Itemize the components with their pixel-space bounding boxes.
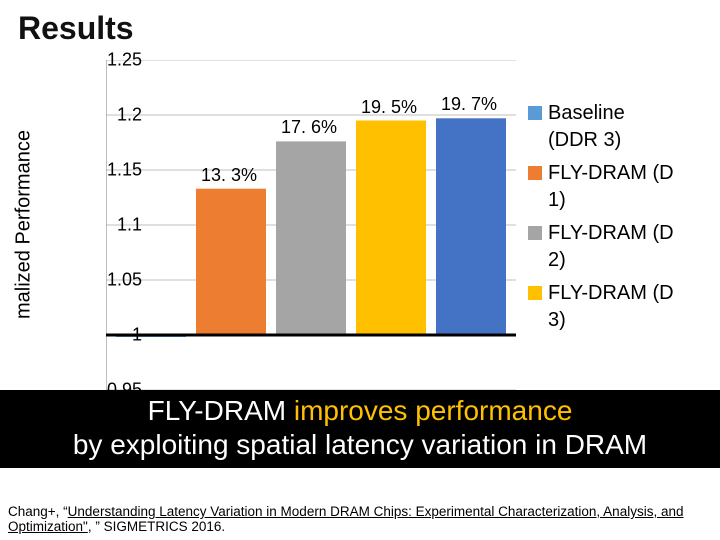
- legend-swatch: [528, 106, 542, 120]
- bar: [276, 141, 346, 335]
- legend-item: FLY-DRAM (D 2): [528, 220, 678, 274]
- legend-swatch: [528, 166, 542, 180]
- bar-value-label: 19. 5%: [361, 97, 417, 118]
- slide-title: Results: [18, 10, 702, 47]
- legend-label: FLY-DRAM (D 1): [548, 160, 678, 214]
- bar-value-label: 17. 6%: [281, 117, 337, 138]
- citation: Chang+, “Understanding Latency Variation…: [8, 504, 712, 534]
- title-bar: Results: [0, 0, 720, 51]
- legend-label: FLY-DRAM (D 3): [548, 280, 678, 334]
- overlay-band: FLY-DRAM improves performance by exploit…: [0, 390, 720, 468]
- bar-value-label: 19. 7%: [441, 94, 497, 115]
- y-tick-label: 1: [106, 325, 142, 346]
- citation-post: , ” SIGMETRICS 2016.: [88, 519, 225, 534]
- y-tick-label: 1.2: [106, 105, 142, 126]
- y-tick-label: 1.1: [106, 215, 142, 236]
- y-tick-label: 1.25: [106, 50, 142, 71]
- y-tick-label: 1.15: [106, 160, 142, 181]
- citation-pre: Chang+, “: [8, 504, 68, 519]
- legend-label: FLY-DRAM (D 2): [548, 220, 678, 274]
- legend: Baseline (DDR 3) FLY-DRAM (D 1) FLY-DRAM (…: [528, 100, 678, 340]
- overlay-text: FLY-DRAM improves performance by exploit…: [0, 394, 720, 462]
- chart-area: malized Performance 1.251.21.151.11.0510…: [68, 60, 668, 390]
- overlay-line2: by exploiting spatial latency variation …: [73, 429, 647, 460]
- legend-item: Baseline (DDR 3): [528, 100, 678, 154]
- legend-item: FLY-DRAM (D 1): [528, 160, 678, 214]
- legend-swatch: [528, 286, 542, 300]
- legend-label: Baseline (DDR 3): [548, 100, 678, 154]
- legend-swatch: [528, 226, 542, 240]
- overlay-line1-highlight: improves performance: [294, 395, 573, 426]
- overlay-line1-plain: FLY-DRAM: [148, 395, 294, 426]
- y-axis-label: malized Performance: [14, 60, 34, 390]
- legend-item: FLY-DRAM (D 3): [528, 280, 678, 334]
- bar: [436, 118, 506, 335]
- bar: [356, 121, 426, 336]
- bar-value-label: 13. 3%: [201, 165, 257, 186]
- bar: [196, 189, 266, 335]
- slide-root: Results malized Performance 1.25 1.2 1.15 1…: [0, 0, 720, 540]
- y-tick-label: 1.05: [106, 270, 142, 291]
